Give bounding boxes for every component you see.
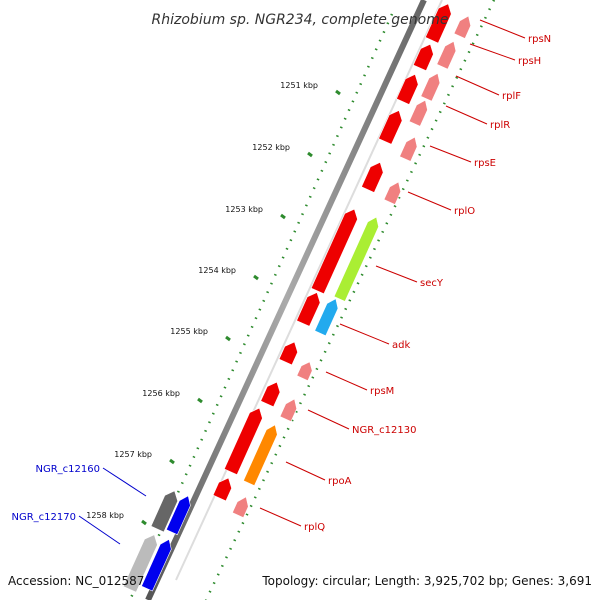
- gene-label: rpsH: [518, 56, 541, 67]
- gene-feature-red: [278, 341, 298, 366]
- gene-feature-light-red: [420, 72, 441, 102]
- gene-feature-rpoA: [243, 424, 278, 486]
- gene-feature-light-red: [232, 496, 249, 518]
- gene-label: adk: [392, 340, 410, 351]
- gene-leader-line: [445, 105, 488, 125]
- tick-label: 1253 kbp: [225, 205, 263, 214]
- gene-feature-red: [310, 208, 358, 295]
- gene-feature-light-red: [296, 361, 313, 382]
- tick-label: 1251 kbp: [280, 81, 318, 90]
- gene-label: rplF: [502, 91, 521, 102]
- gene-leader-line: [78, 515, 121, 545]
- tick-mark: [335, 89, 341, 96]
- gene-feature-grey: [150, 490, 179, 533]
- gene-feature-red: [412, 43, 434, 72]
- gene-feature-light-red: [279, 398, 298, 422]
- gene-feature-red: [260, 381, 281, 408]
- tick-mark: [307, 151, 313, 158]
- gene-features: [122, 3, 472, 593]
- gene-leader-line: [339, 323, 390, 345]
- gene-feature-light-red: [436, 40, 457, 70]
- inner-dotted-ring: [204, 0, 496, 600]
- gene-label: rpoA: [328, 476, 352, 487]
- gene-label: rplQ: [304, 522, 325, 533]
- tick-marks: 1251 kbp 1252 kbp 1253 kbp 1254 kbp 1255 kbp…: [86, 81, 341, 526]
- gene-leader-line: [102, 467, 147, 497]
- gene-leader-line: [479, 19, 526, 39]
- tick-mark: [225, 335, 231, 342]
- gene-label: rpsN: [528, 34, 551, 45]
- gene-feature-red: [361, 161, 384, 193]
- gene-leader-line: [259, 507, 302, 527]
- gene-feature-light-red: [408, 99, 428, 127]
- gene-feature-light-red: [399, 136, 418, 162]
- gene-feature-adk: [314, 298, 339, 337]
- gene-labels: rpsN rpsH rplF rplR rpsE rplO secY adk rpsM NGR_c…: [12, 19, 551, 545]
- gene-feature-light-grey: [122, 534, 158, 593]
- gene-leader-line: [285, 461, 326, 481]
- tick-mark: [253, 274, 259, 281]
- tick-label: 1254 kbp: [198, 266, 236, 275]
- gene-feature-red: [396, 73, 419, 105]
- tick-mark: [197, 397, 203, 404]
- gene-feature-blue: [165, 495, 191, 536]
- tick-label: 1258 kbp: [86, 511, 124, 520]
- gene-leader-line: [325, 371, 368, 391]
- gene-label: secY: [420, 278, 444, 289]
- gene-label: rpsM: [370, 386, 394, 397]
- gene-feature-light-red: [383, 181, 402, 205]
- tick-label: 1252 kbp: [252, 143, 290, 152]
- map-title: Rhizobium sp. NGR234, complete genome: [152, 12, 449, 28]
- backbone-ring: [145, 0, 427, 600]
- gene-label: NGR_c12130: [352, 425, 417, 436]
- gene-feature-red: [425, 3, 452, 44]
- tick-label: 1257 kbp: [114, 450, 152, 459]
- gene-feature-red: [378, 110, 403, 145]
- gene-feature-red: [212, 477, 232, 502]
- tick-mark: [169, 458, 175, 465]
- tick-label: 1255 kbp: [170, 327, 208, 336]
- gene-label: rpsE: [474, 158, 496, 169]
- gene-label: rplO: [454, 206, 475, 217]
- gene-feature-blue: [141, 538, 172, 592]
- gene-leader-line: [455, 75, 500, 96]
- tick-mark: [280, 213, 286, 220]
- gene-label: NGR_c12160: [36, 464, 101, 475]
- gene-leader-line: [407, 191, 452, 211]
- gene-label: NGR_c12170: [12, 512, 77, 523]
- tick-mark: [141, 519, 147, 526]
- gene-feature-red: [296, 292, 321, 327]
- gene-leader-line: [429, 145, 472, 163]
- gene-label: rplR: [490, 120, 510, 131]
- gene-feature-red: [223, 407, 263, 476]
- gene-leader-line: [307, 409, 350, 430]
- gene-feature-secY: [333, 216, 379, 302]
- gene-leader-line: [375, 265, 418, 283]
- gene-leader-line: [469, 43, 516, 61]
- gene-feature-light-red: [453, 15, 472, 39]
- accession-text: Accession: NC_012587: [8, 574, 145, 588]
- tick-label: 1256 kbp: [142, 389, 180, 398]
- topology-text: Topology: circular; Length: 3,925,702 bp…: [262, 574, 592, 588]
